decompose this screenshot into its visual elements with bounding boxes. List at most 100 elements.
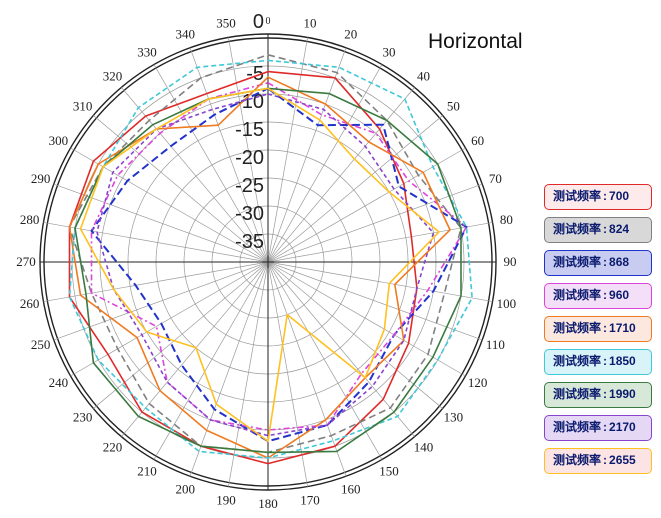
- legend-label: 测试频率: [553, 288, 602, 302]
- radial-tick-labels: 0-5-10-15-20-25-30-35: [235, 11, 264, 253]
- legend-separator: :: [603, 288, 608, 302]
- legend-value: 1710: [609, 321, 636, 335]
- legend-label: 测试频率: [553, 222, 602, 236]
- chart-title: Horizontal: [428, 30, 523, 53]
- legend-value: 960: [609, 288, 630, 302]
- polar-grid: [39, 33, 497, 491]
- grid-spoke: [53, 261, 269, 341]
- angle-tick-label: 150: [379, 464, 399, 479]
- radial-tick-label: 0: [253, 11, 264, 33]
- legend-separator: :: [603, 420, 608, 434]
- legend-label: 测试频率: [553, 387, 602, 401]
- grid-spoke: [267, 183, 483, 263]
- legend-value: 2170: [609, 420, 636, 434]
- legend-label: 测试频率: [553, 255, 602, 269]
- angle-tick-label: 50: [447, 98, 460, 113]
- series-line-868: [90, 87, 468, 443]
- grid-spoke: [93, 115, 269, 263]
- legend-item: 测试频率:700: [544, 184, 652, 210]
- radial-tick-label: -35: [235, 231, 264, 253]
- legend-separator: :: [603, 453, 608, 467]
- grid-spoke: [267, 115, 443, 263]
- angle-tick-label: 140: [414, 439, 434, 454]
- angle-tick-label: 110: [486, 337, 505, 352]
- grid-spoke: [153, 64, 269, 263]
- angle-tick-label: 60: [471, 133, 484, 148]
- legend-label: 测试频率: [553, 420, 602, 434]
- legend-item: 测试频率:824: [544, 217, 652, 243]
- grid-spoke: [267, 222, 493, 263]
- grid-spoke: [267, 47, 347, 263]
- angle-tick-label: 190: [216, 492, 236, 507]
- angle-tick-label: 320: [103, 69, 123, 84]
- legend-separator: :: [603, 255, 608, 269]
- legend-label: 测试频率: [553, 354, 602, 368]
- legend-item: 测试频率:2655: [544, 448, 652, 474]
- angle-tick-label: 250: [31, 337, 51, 352]
- angle-tick-label: 40: [417, 69, 430, 84]
- legend-label: 测试频率: [553, 189, 602, 203]
- grid-spoke: [267, 87, 415, 263]
- legend-separator: :: [603, 321, 608, 335]
- legend-label: 测试频率: [553, 453, 602, 467]
- angle-tick-label: 240: [49, 375, 69, 390]
- grid-spoke: [153, 261, 269, 460]
- angle-tick-label: 20: [344, 27, 357, 42]
- grid-spoke: [189, 261, 269, 477]
- radial-tick-label: -15: [235, 119, 264, 141]
- grid-spoke: [189, 47, 269, 263]
- legend-value: 824: [609, 222, 630, 236]
- radial-tick-label: -20: [235, 147, 264, 169]
- angle-tick-label: 200: [175, 481, 195, 496]
- legend-value: 2655: [609, 453, 636, 467]
- legend-separator: :: [603, 387, 608, 401]
- angle-tick-label: 180: [258, 496, 278, 511]
- angle-tick-label: 80: [500, 212, 513, 227]
- angle-tick-label: 70: [489, 171, 502, 186]
- legend-value: 868: [609, 255, 630, 269]
- angle-tick-label: 270: [16, 254, 36, 269]
- angle-tick-label: 280: [20, 212, 40, 227]
- grid-spoke: [228, 37, 269, 263]
- angle-tick-label: 220: [103, 439, 123, 454]
- legend-label: 测试频率: [553, 321, 602, 335]
- angle-tick-label: 290: [31, 171, 51, 186]
- grid-spoke: [70, 261, 269, 377]
- legend-item: 测试频率:868: [544, 250, 652, 276]
- legend-item: 测试频率:1850: [544, 349, 652, 375]
- legend-value: 1850: [609, 354, 636, 368]
- legend-separator: :: [603, 222, 608, 236]
- legend-separator: :: [603, 354, 608, 368]
- radial-tick-label: -5: [246, 63, 264, 85]
- series-line-700: [68, 70, 418, 465]
- angle-tick-label: 260: [20, 296, 40, 311]
- angle-tick-label: 340: [175, 27, 195, 42]
- angle-tick-label: 230: [73, 410, 93, 425]
- grid-spoke: [267, 261, 493, 302]
- angle-tick-label: 10: [304, 16, 317, 31]
- angle-tick-label: 120: [468, 375, 488, 390]
- angle-tick-labels: 0 10 20 30 40 50 60 70 80 90 100 110 120 130 140 150 160…: [16, 16, 516, 511]
- grid-spoke: [267, 261, 383, 460]
- legend-value: 700: [609, 189, 630, 203]
- grid-spoke: [121, 261, 269, 437]
- legend-item: 测试频率:1710: [544, 316, 652, 342]
- angle-tick-label: 100: [497, 296, 517, 311]
- legend-item: 测试频率:2170: [544, 415, 652, 441]
- radial-tick-label: -30: [235, 203, 264, 225]
- grid-spoke: [93, 261, 269, 409]
- series-line-2170: [96, 93, 435, 437]
- legend-item: 测试频率:960: [544, 283, 652, 309]
- grid-spoke: [267, 261, 347, 477]
- angle-tick-label: 170: [300, 492, 320, 507]
- angle-tick-label: 310: [73, 98, 93, 113]
- series-line-960: [90, 82, 468, 431]
- angle-tick-label: 160: [341, 481, 361, 496]
- radial-tick-label: -25: [235, 175, 264, 197]
- grid-spoke: [267, 64, 383, 263]
- series-line-1850: [68, 59, 473, 459]
- grid-spoke: [267, 261, 483, 341]
- angle-tick-label: 210: [137, 464, 157, 479]
- angle-tick-label: 330: [137, 44, 157, 59]
